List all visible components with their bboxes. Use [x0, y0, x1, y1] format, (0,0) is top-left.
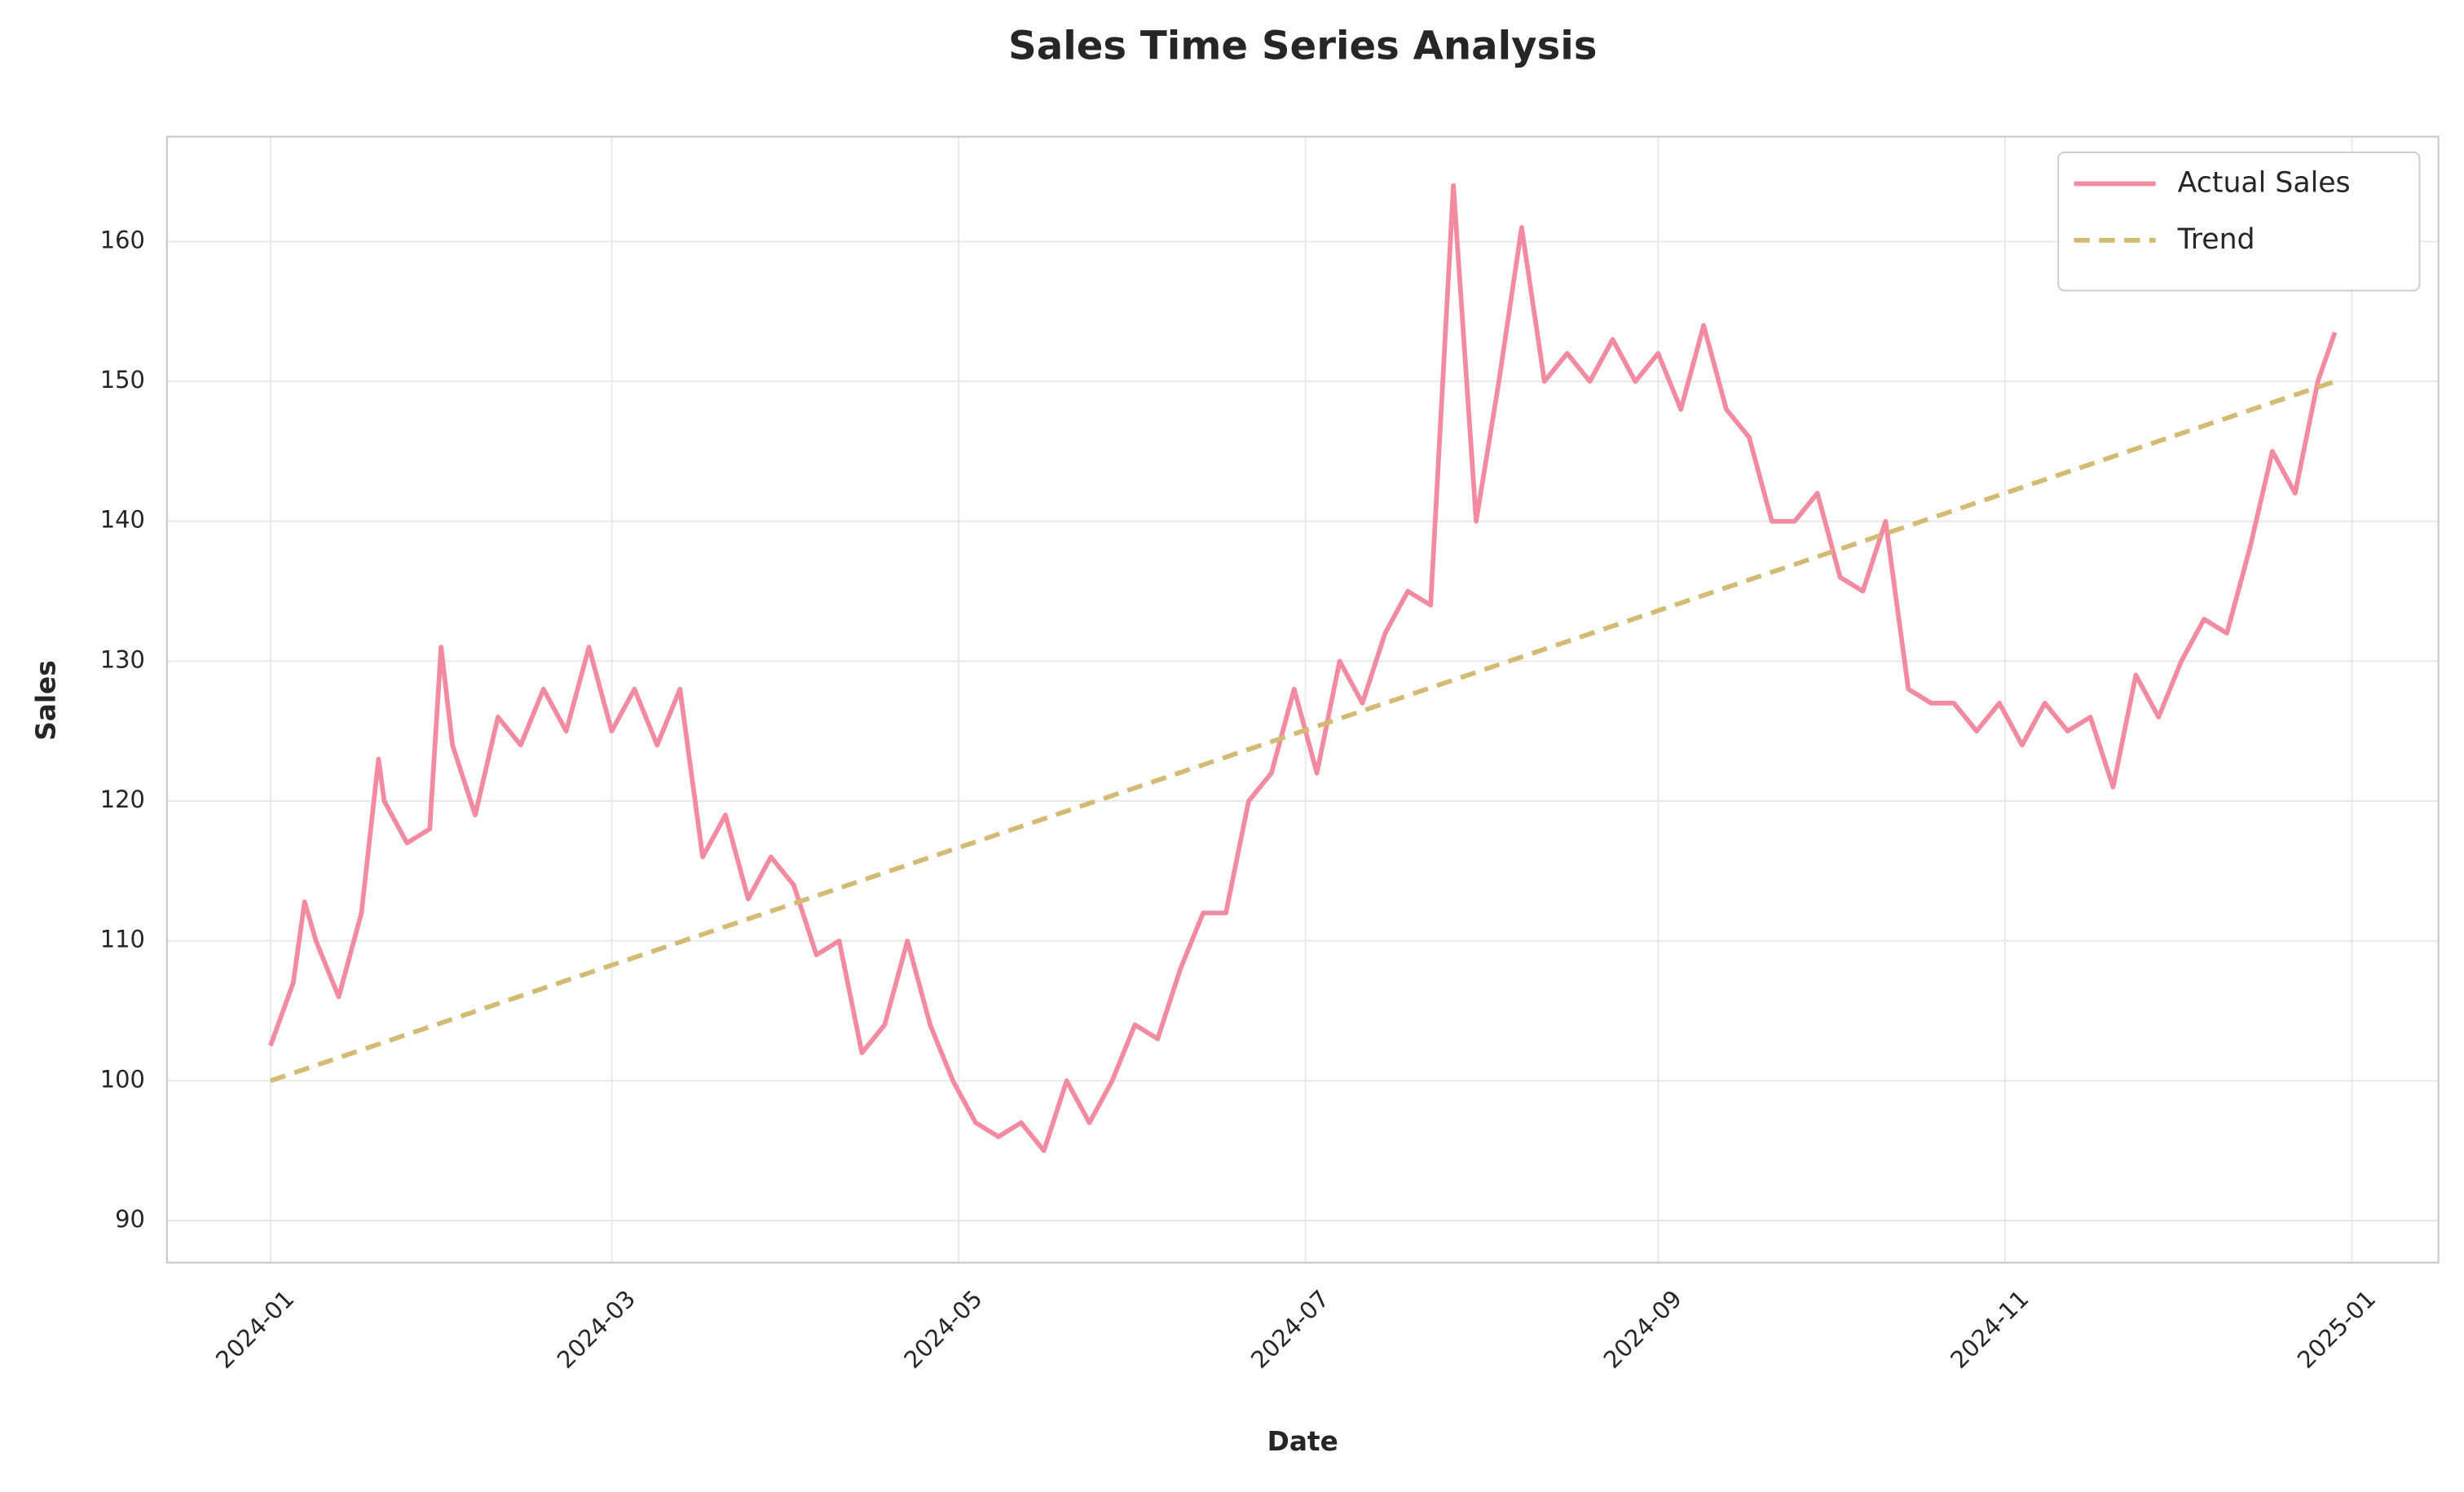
y-tick-label: 120: [100, 786, 145, 813]
y-tick-label: 140: [100, 506, 145, 534]
x-tick-label: 2025-01: [2292, 1284, 2381, 1373]
y-tick-label: 160: [100, 226, 145, 253]
chart-title: Sales Time Series Analysis: [1008, 24, 1597, 69]
x-axis-label: Date: [1267, 1426, 1338, 1457]
legend-label: Actual Sales: [2178, 166, 2351, 199]
y-axis-label: Sales: [30, 660, 61, 741]
x-tick-label: 2024-09: [1598, 1284, 1687, 1373]
y-tick-label: 130: [100, 645, 145, 673]
plot-frame: [165, 135, 2440, 1264]
x-tick-label: 2024-11: [1945, 1284, 2034, 1373]
y-tick-label: 150: [100, 366, 145, 394]
y-tick-label: 100: [100, 1065, 145, 1093]
legend: Actual Sales Trend: [2057, 151, 2421, 292]
series-line: [269, 379, 2336, 1084]
series-line: [268, 183, 2338, 1154]
x-tick-label: 2024-05: [898, 1284, 987, 1373]
x-tick-label: 2024-01: [210, 1284, 299, 1373]
x-tick-label: 2024-07: [1245, 1284, 1334, 1373]
legend-box: [2057, 151, 2421, 292]
x-tick-label: 2024-03: [552, 1284, 641, 1373]
y-tick-label: 110: [100, 926, 145, 953]
y-tick-label: 90: [115, 1205, 145, 1233]
legend-label: Trend: [2177, 223, 2255, 256]
